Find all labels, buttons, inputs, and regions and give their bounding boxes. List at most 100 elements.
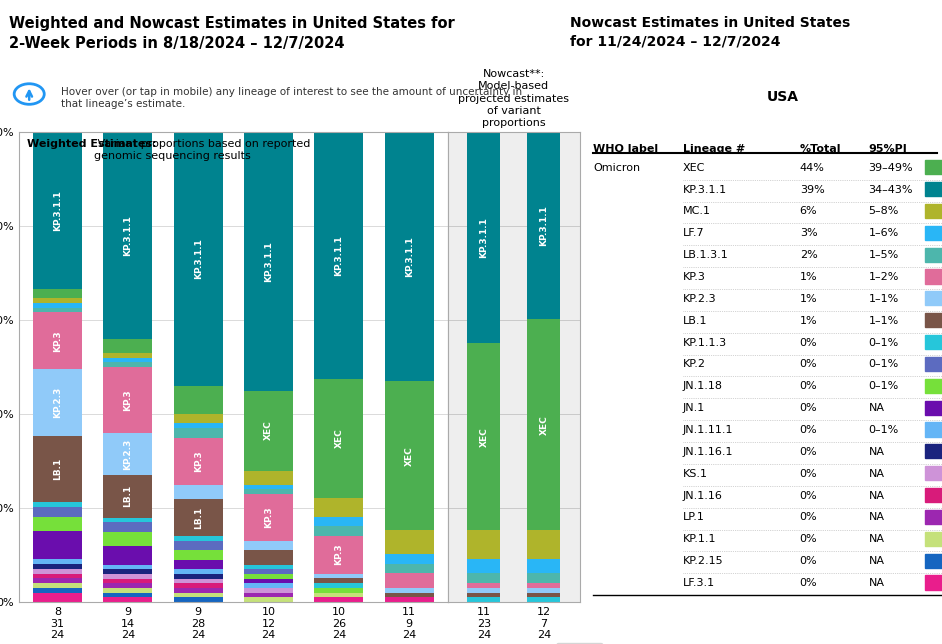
Bar	[104, 574, 153, 578]
Text: 1–5%: 1–5%	[869, 250, 899, 260]
Text: KP.3.1.1: KP.3.1.1	[264, 241, 273, 281]
Bar	[528, 598, 560, 602]
Text: Variant proportions based on reported
genomic sequencing results: Variant proportions based on reported ge…	[94, 139, 310, 160]
Text: KP.3: KP.3	[683, 272, 706, 282]
Bar	[173, 498, 223, 536]
Bar	[315, 536, 364, 574]
Bar	[528, 530, 560, 559]
Bar	[384, 564, 434, 573]
Text: KP.3: KP.3	[194, 450, 203, 472]
Text: LB.1: LB.1	[53, 458, 62, 480]
Text: Lineage #: Lineage #	[683, 144, 745, 154]
Bar	[315, 526, 364, 536]
Bar	[104, 592, 153, 598]
Text: KP.3: KP.3	[123, 389, 133, 411]
Bar	[467, 343, 500, 530]
Bar	[33, 507, 82, 516]
Bar	[244, 390, 293, 471]
Text: LB.1: LB.1	[194, 506, 203, 529]
Bar	[925, 554, 942, 568]
Text: USA: USA	[767, 90, 799, 104]
Bar	[173, 428, 223, 438]
Bar	[244, 471, 293, 484]
Bar	[925, 422, 942, 437]
Bar	[467, 573, 500, 583]
Text: 39%: 39%	[800, 185, 824, 194]
Text: NA: NA	[869, 469, 885, 478]
Bar	[244, 484, 293, 489]
Bar	[33, 436, 82, 502]
Text: 0%: 0%	[800, 447, 818, 457]
Text: XEC: XEC	[264, 421, 273, 440]
Bar	[925, 247, 942, 261]
Title: Nowcast**:
Model-based
projected estimates
of variant
proportions: Nowcast**: Model-based projected estimat…	[459, 69, 569, 128]
Text: LB.1: LB.1	[683, 316, 707, 326]
Text: 1–1%: 1–1%	[869, 316, 899, 326]
Bar	[925, 182, 942, 196]
Text: 3%: 3%	[800, 228, 818, 238]
Bar	[384, 132, 434, 381]
Bar	[33, 312, 82, 370]
Text: 1%: 1%	[800, 294, 818, 304]
Bar	[244, 583, 293, 588]
Bar	[33, 370, 82, 436]
Text: XEC: XEC	[540, 415, 548, 435]
Text: NA: NA	[869, 578, 885, 588]
Bar	[173, 132, 223, 386]
Bar	[104, 565, 153, 569]
Bar	[173, 438, 223, 484]
Bar	[528, 559, 560, 573]
Bar	[244, 578, 293, 583]
Text: NA: NA	[869, 491, 885, 500]
Bar	[244, 565, 293, 569]
Text: KP.3.1.1: KP.3.1.1	[53, 190, 62, 231]
Bar	[173, 578, 223, 583]
Bar	[244, 598, 293, 602]
Text: 0–1%: 0–1%	[869, 381, 899, 392]
Text: %Total: %Total	[800, 144, 841, 154]
Bar	[104, 357, 153, 363]
Bar	[467, 132, 500, 343]
Bar	[173, 484, 223, 498]
Bar	[244, 592, 293, 598]
Text: 0%: 0%	[800, 535, 818, 544]
Bar	[315, 578, 364, 583]
Bar	[467, 530, 500, 559]
Bar	[173, 588, 223, 592]
Bar	[925, 291, 942, 305]
Bar	[104, 132, 153, 339]
Text: KP.3: KP.3	[264, 507, 273, 528]
Text: 5–8%: 5–8%	[869, 207, 899, 216]
Bar	[33, 583, 82, 588]
Text: KP.3.1.1: KP.3.1.1	[683, 185, 727, 194]
Bar	[173, 598, 223, 602]
Bar	[384, 554, 434, 564]
Bar	[467, 592, 500, 598]
Bar	[315, 598, 364, 602]
Bar	[244, 569, 293, 574]
Bar	[173, 592, 223, 598]
Bar	[244, 494, 293, 541]
Bar	[925, 575, 942, 590]
Bar	[33, 560, 82, 564]
Bar	[315, 574, 364, 578]
Text: Weighted Estimates:: Weighted Estimates:	[27, 139, 157, 149]
Bar	[173, 541, 223, 551]
Bar	[33, 303, 82, 308]
Bar	[33, 289, 82, 298]
Bar	[528, 573, 560, 583]
Bar	[104, 522, 153, 531]
Text: NA: NA	[869, 513, 885, 522]
Text: KP.3.1.1: KP.3.1.1	[334, 235, 343, 276]
Bar	[173, 574, 223, 578]
Text: 0%: 0%	[800, 469, 818, 478]
Bar	[925, 225, 942, 240]
Bar	[173, 536, 223, 541]
Bar	[925, 357, 942, 371]
Text: XEC: XEC	[479, 427, 488, 446]
Text: 95%PI: 95%PI	[869, 144, 907, 154]
Bar	[244, 551, 293, 565]
Bar	[33, 588, 82, 592]
Bar	[925, 444, 942, 459]
Bar	[384, 598, 434, 602]
